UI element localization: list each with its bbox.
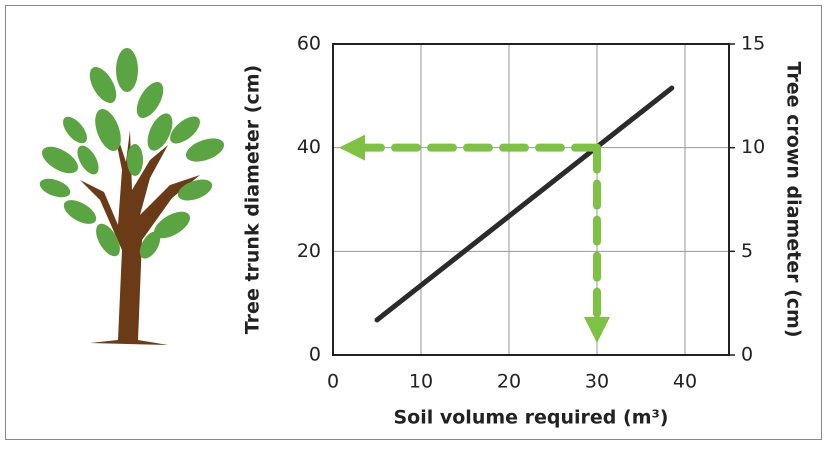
y-tick-label: 0 <box>309 344 321 366</box>
x-axis-label: Soil volume required (m³) <box>393 407 668 429</box>
y2-tick-label: 0 <box>741 344 753 366</box>
data-line <box>374 85 675 323</box>
guide-arrow-down <box>584 317 610 343</box>
tree-illustration <box>39 48 225 345</box>
y-axis-label: Tree trunk diameter (cm) <box>242 65 264 334</box>
y2-tick-label: 10 <box>741 136 765 158</box>
x-tick-label: 40 <box>673 371 697 393</box>
x-tick-label: 20 <box>497 371 521 393</box>
y-tick-label: 20 <box>297 240 321 262</box>
plot-border <box>332 43 730 356</box>
y2-axis-label: Tree crown diameter (cm) <box>783 61 805 337</box>
guide-arrow-left <box>339 134 365 161</box>
y-tick-label: 40 <box>297 136 321 158</box>
y2-tick-label: 5 <box>741 240 753 262</box>
x-tick-label: 0 <box>327 371 339 393</box>
x-tick-label: 10 <box>409 371 433 393</box>
y2-tick-label: 15 <box>741 33 765 55</box>
y-tick-label: 60 <box>297 33 321 55</box>
x-tick-label: 30 <box>585 371 609 393</box>
